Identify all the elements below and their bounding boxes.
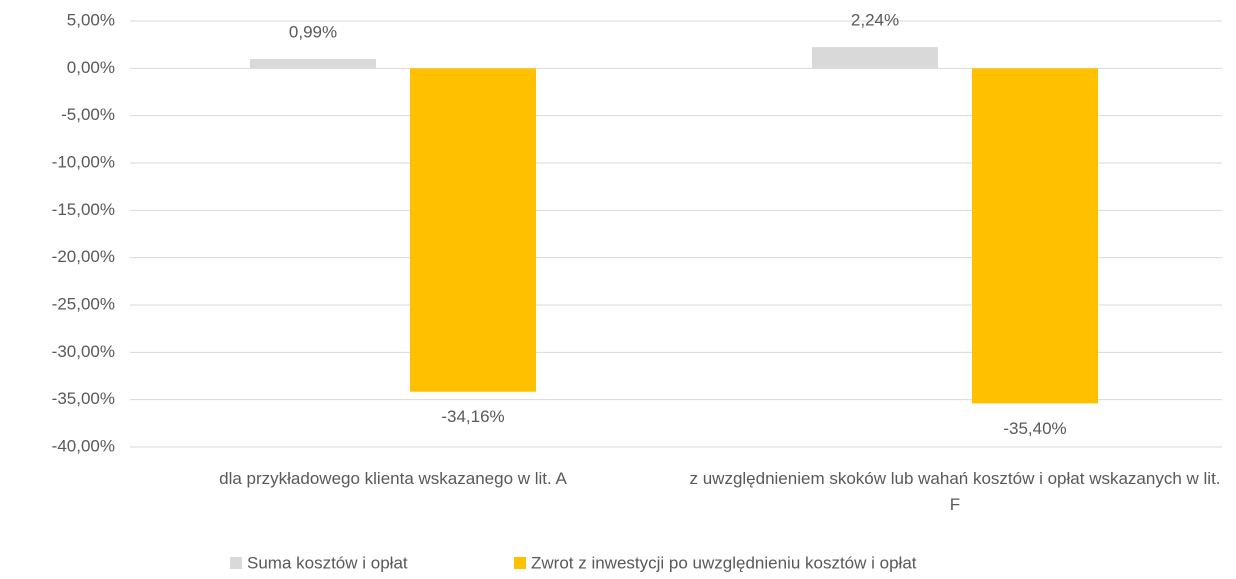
y-tick-label: -10,00% bbox=[52, 152, 115, 171]
data-label: -35,40% bbox=[1003, 419, 1066, 438]
legend-label: Suma kosztów i opłat bbox=[247, 553, 408, 572]
y-tick-label: -20,00% bbox=[52, 247, 115, 266]
y-tick-label: 0,00% bbox=[67, 58, 115, 77]
y-tick-label: -40,00% bbox=[52, 436, 115, 455]
data-label: -34,16% bbox=[441, 407, 504, 426]
x-tick-label: dla przykładowego klienta wskazanego w l… bbox=[219, 469, 567, 488]
y-tick-label: -30,00% bbox=[52, 342, 115, 361]
bar bbox=[250, 58, 376, 69]
x-tick-label: z uwzględnieniem skoków lub wahań kosztó… bbox=[689, 469, 1221, 514]
legend-label: Zwrot z inwestycji po uwzględnieniu kosz… bbox=[531, 553, 917, 572]
data-label: 2,24% bbox=[851, 11, 899, 30]
bar bbox=[812, 47, 938, 69]
data-label: 0,99% bbox=[289, 22, 337, 41]
y-tick-label: -5,00% bbox=[61, 105, 115, 124]
y-tick-label: -15,00% bbox=[52, 200, 115, 219]
legend-swatch bbox=[230, 557, 242, 569]
y-tick-label: -25,00% bbox=[52, 294, 115, 313]
bar bbox=[972, 68, 1098, 404]
y-tick-label: -35,00% bbox=[52, 389, 115, 408]
y-tick-label: 5,00% bbox=[67, 10, 115, 29]
legend-swatch bbox=[514, 557, 526, 569]
bar bbox=[410, 68, 536, 392]
